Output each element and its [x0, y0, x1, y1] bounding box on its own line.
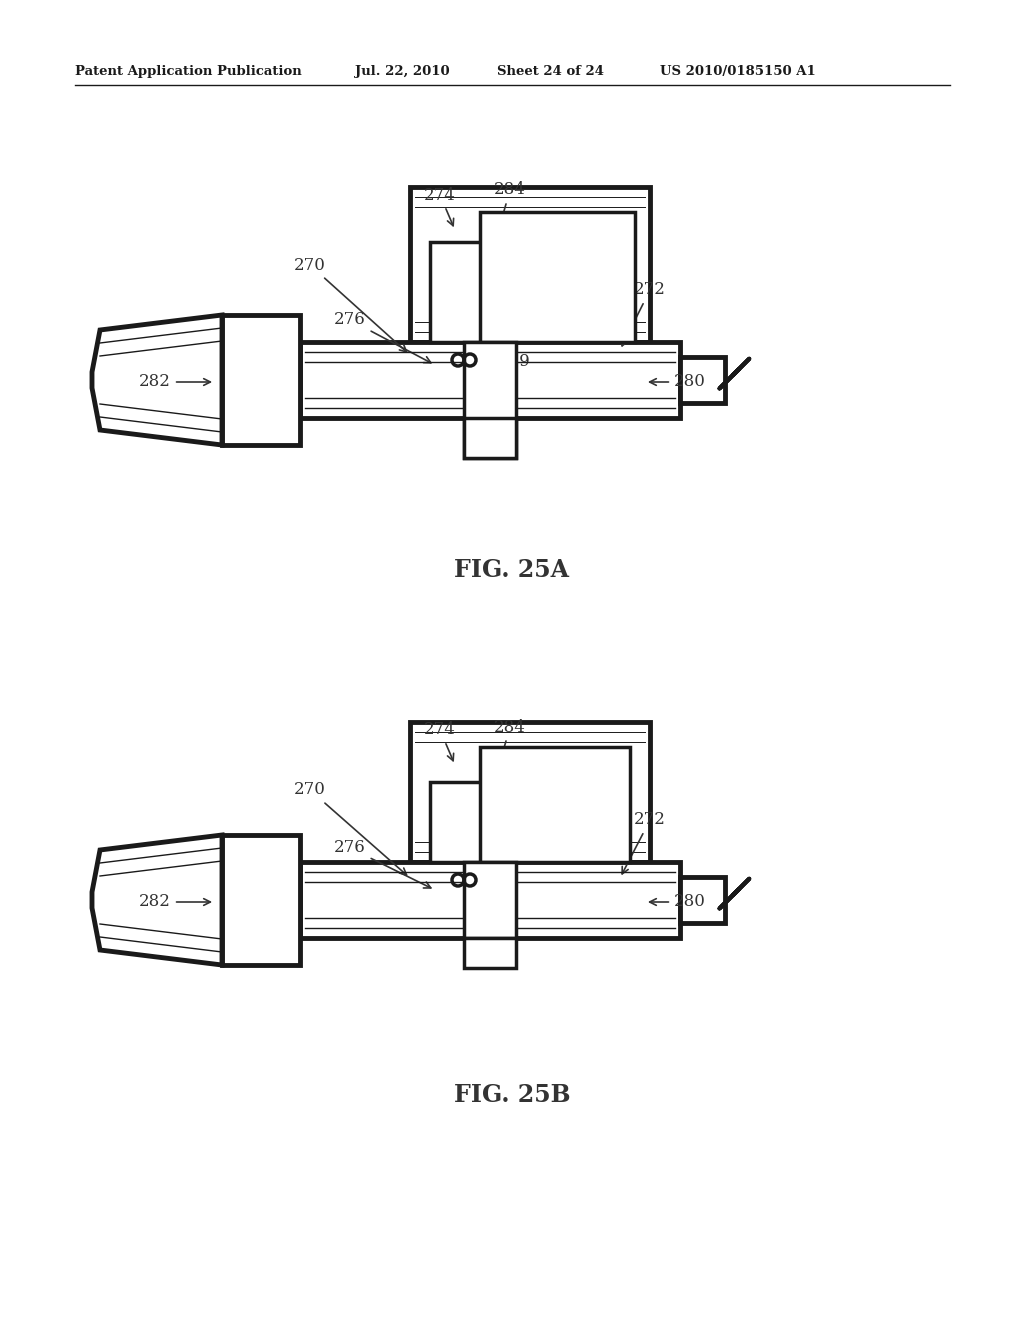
Text: 280: 280 — [649, 894, 706, 911]
Text: 289: 289 — [484, 883, 516, 900]
Text: 276: 276 — [334, 312, 431, 363]
Text: 270: 270 — [294, 781, 407, 875]
Bar — [222, 836, 300, 965]
Text: 284: 284 — [494, 718, 526, 758]
Bar — [680, 356, 725, 403]
Text: 272: 272 — [623, 812, 666, 874]
Text: Patent Application Publication: Patent Application Publication — [75, 65, 302, 78]
Bar — [464, 418, 516, 458]
Text: 276: 276 — [334, 840, 431, 888]
Bar — [300, 862, 680, 939]
Bar — [430, 781, 490, 862]
Bar — [430, 242, 490, 342]
Bar — [300, 342, 680, 418]
Text: 272: 272 — [622, 281, 666, 346]
Text: 282: 282 — [139, 894, 210, 911]
Bar — [410, 187, 650, 342]
Text: Sheet 24 of 24: Sheet 24 of 24 — [497, 65, 604, 78]
Text: 280: 280 — [649, 374, 706, 391]
Bar — [480, 213, 635, 342]
Text: 274: 274 — [424, 186, 456, 226]
Bar — [680, 876, 725, 923]
Text: 282: 282 — [139, 374, 210, 391]
Bar — [464, 939, 516, 968]
Text: US 2010/0185150 A1: US 2010/0185150 A1 — [660, 65, 816, 78]
Bar — [410, 722, 650, 862]
Text: FIG. 25B: FIG. 25B — [454, 1082, 570, 1107]
Bar — [464, 862, 516, 939]
Text: FIG. 25A: FIG. 25A — [455, 558, 569, 582]
Polygon shape — [92, 315, 222, 445]
Text: 289: 289 — [499, 354, 530, 371]
Text: 284: 284 — [494, 181, 526, 220]
Text: 274: 274 — [424, 722, 456, 760]
Bar — [464, 342, 516, 458]
Text: 270: 270 — [294, 256, 407, 352]
Bar — [480, 747, 630, 862]
Polygon shape — [92, 836, 222, 965]
Text: Jul. 22, 2010: Jul. 22, 2010 — [355, 65, 450, 78]
Bar — [222, 315, 300, 445]
